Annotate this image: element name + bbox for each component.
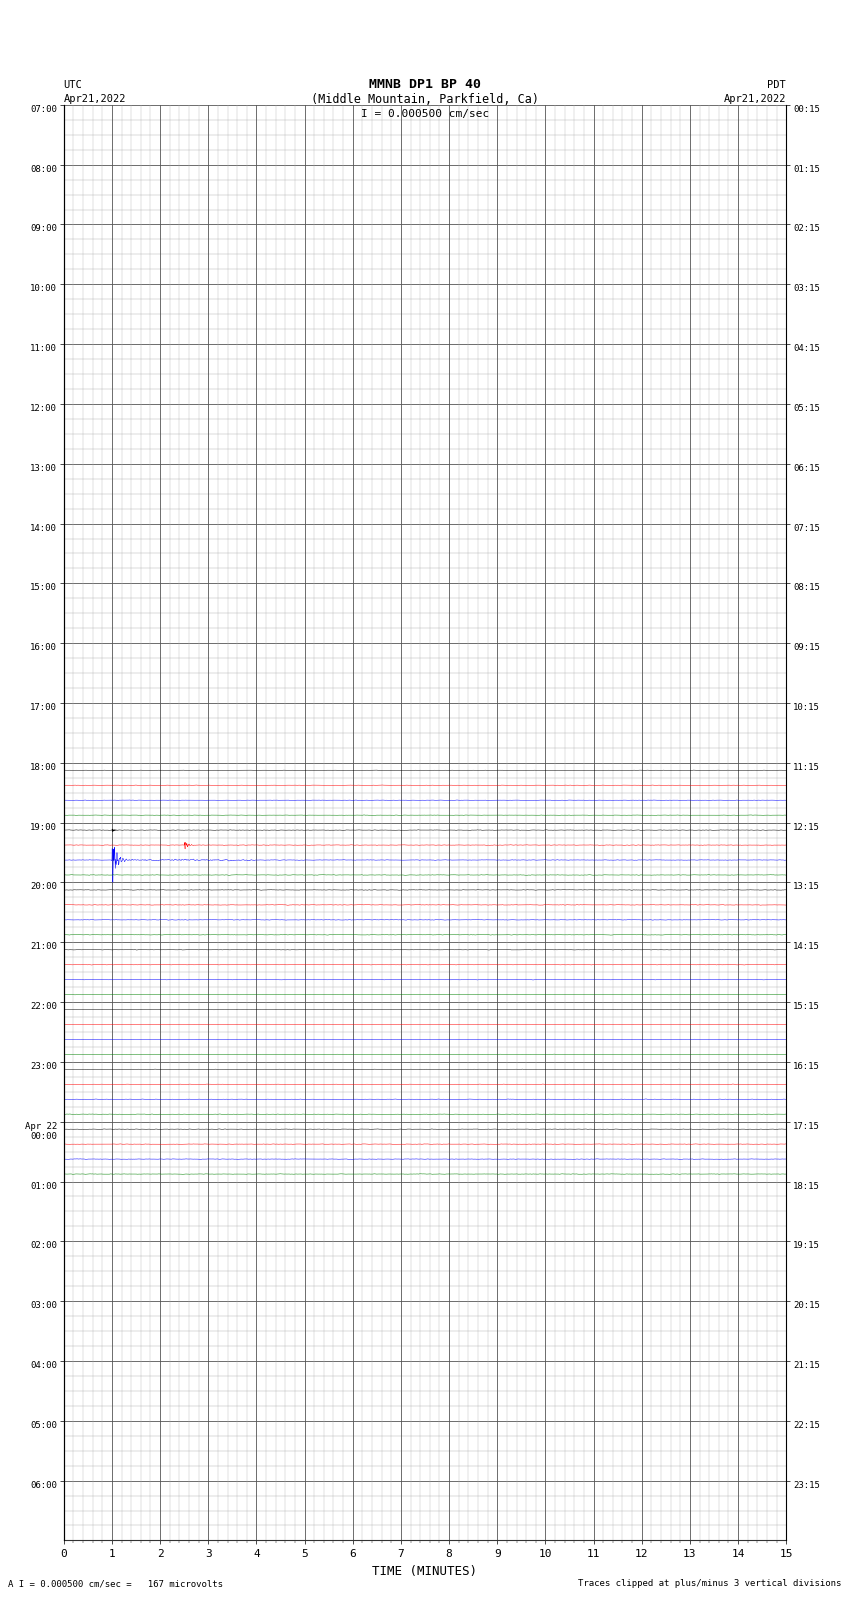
Text: Apr21,2022: Apr21,2022 [64, 94, 127, 105]
Text: I = 0.000500 cm/sec: I = 0.000500 cm/sec [361, 108, 489, 119]
X-axis label: TIME (MINUTES): TIME (MINUTES) [372, 1565, 478, 1578]
Text: Traces clipped at plus/minus 3 vertical divisions: Traces clipped at plus/minus 3 vertical … [578, 1579, 842, 1589]
Text: UTC: UTC [64, 79, 82, 90]
Text: A I = 0.000500 cm/sec =   167 microvolts: A I = 0.000500 cm/sec = 167 microvolts [8, 1579, 224, 1589]
Text: Apr21,2022: Apr21,2022 [723, 94, 786, 105]
Text: MMNB DP1 BP 40: MMNB DP1 BP 40 [369, 77, 481, 92]
Text: PDT: PDT [768, 79, 786, 90]
Text: (Middle Mountain, Parkfield, Ca): (Middle Mountain, Parkfield, Ca) [311, 92, 539, 106]
